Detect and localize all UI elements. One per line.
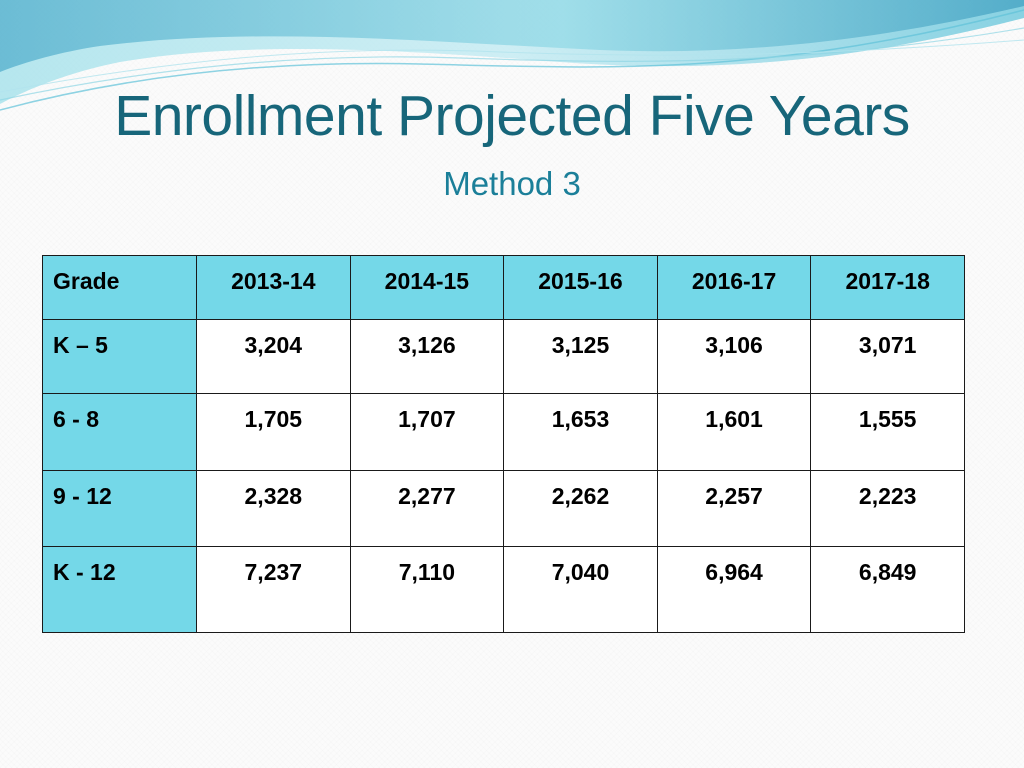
table-cell: 7,040 <box>503 546 658 633</box>
table-cell: 1,555 <box>810 393 965 471</box>
table-cell: 2,328 <box>196 470 351 547</box>
table-cell: 1,707 <box>349 393 505 471</box>
table-row: K – 5 3,204 3,126 3,125 3,106 3,071 <box>42 319 965 394</box>
row-label-cell: 6 - 8 <box>42 393 197 471</box>
table-cell: 3,071 <box>810 319 965 394</box>
row-label-cell: K – 5 <box>42 319 197 394</box>
table-cell: 7,110 <box>349 546 505 633</box>
table-cell: 2,262 <box>503 470 658 547</box>
table-cell: 1,653 <box>503 393 658 471</box>
table-cell: 3,106 <box>656 319 812 394</box>
table-cell: 7,237 <box>196 546 351 633</box>
table-cell: 2,277 <box>349 470 505 547</box>
slide-subtitle: Method 3 <box>443 165 581 202</box>
header-cell-year: 2015-16 <box>503 255 658 320</box>
table-cell: 1,601 <box>656 393 812 471</box>
table-cell: 3,126 <box>349 319 505 394</box>
slide-title: Enrollment Projected Five Years <box>114 84 910 148</box>
table-row: 6 - 8 1,705 1,707 1,653 1,601 1,555 <box>42 393 965 471</box>
header-cell-year: 2014-15 <box>349 255 505 320</box>
table-cell: 1,705 <box>196 393 351 471</box>
decorative-wave-banner <box>0 0 1024 111</box>
table-cell: 6,849 <box>810 546 965 633</box>
enrollment-table: Grade 2013-14 2014-15 2015-16 2016-17 20… <box>42 255 965 633</box>
table-cell: 6,964 <box>656 546 812 633</box>
table-header-row: Grade 2013-14 2014-15 2015-16 2016-17 20… <box>42 255 965 320</box>
table-row: 9 - 12 2,328 2,277 2,262 2,257 2,223 <box>42 470 965 547</box>
table-cell: 3,125 <box>503 319 658 394</box>
table-cell: 3,204 <box>196 319 351 394</box>
table-cell: 2,257 <box>656 470 812 547</box>
row-label-cell: 9 - 12 <box>42 470 197 547</box>
header-cell-grade: Grade <box>42 255 197 320</box>
header-cell-year: 2017-18 <box>810 255 965 320</box>
header-cell-year: 2016-17 <box>656 255 812 320</box>
table-cell: 2,223 <box>810 470 965 547</box>
table-row: K - 12 7,237 7,110 7,040 6,964 6,849 <box>42 546 965 633</box>
row-label-cell: K - 12 <box>42 546 197 633</box>
header-cell-year: 2013-14 <box>196 255 351 320</box>
